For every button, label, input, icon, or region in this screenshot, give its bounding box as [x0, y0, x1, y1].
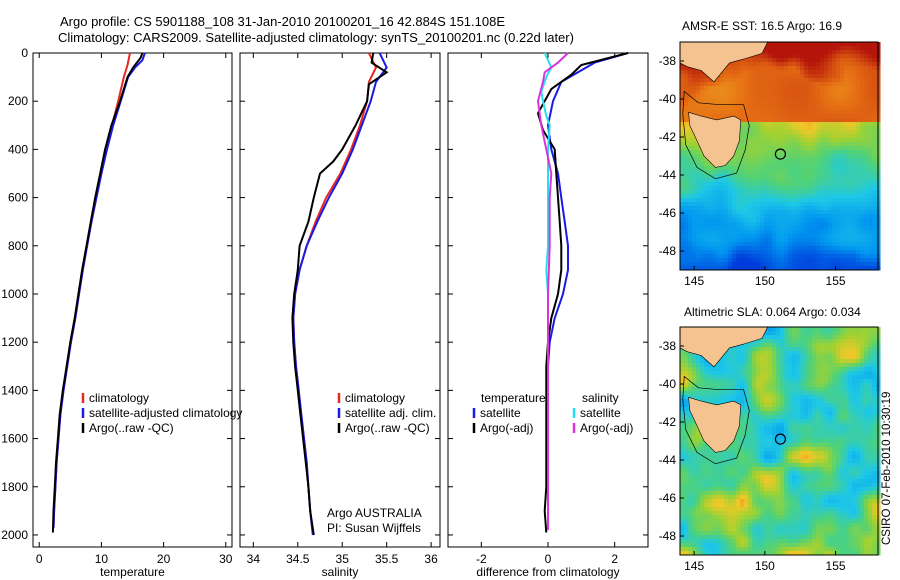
y-tick-label: 1200	[1, 335, 28, 349]
legend-temp-argo-label: Argo(-adj)	[480, 421, 533, 435]
map-frame	[679, 41, 879, 271]
map-y-tick-label: -38	[659, 54, 677, 68]
sst-map	[679, 41, 881, 271]
y-tick-label: 400	[8, 142, 28, 156]
tasmania	[688, 396, 742, 453]
x-tick-label: 34	[247, 552, 261, 566]
map-y-tick-label: -48	[659, 529, 677, 543]
sst-map-title: AMSR-E SST: 16.5 Argo: 16.9	[682, 19, 843, 33]
map-y-tick-label: -40	[659, 377, 677, 391]
x-axis-label: temperature	[100, 565, 165, 579]
annotation-pi-name: PI: Susan Wijffels	[327, 521, 421, 535]
y-tick-label: 2000	[1, 528, 28, 542]
y-tick-label: 600	[8, 191, 28, 205]
y-tick-label: 1400	[1, 383, 28, 397]
y-tick-label: 800	[8, 239, 28, 253]
x-tick-label: 36	[424, 552, 438, 566]
map-y-tick-label: -42	[659, 130, 677, 144]
map-x-tick-label: 155	[826, 559, 846, 573]
legend-argo-label: Argo(..raw -QC)	[345, 421, 430, 435]
x-tick-label: 35.5	[375, 552, 399, 566]
y-tick-label: 1800	[1, 480, 28, 494]
depth-contour	[682, 375, 750, 465]
x-tick-label: 30	[219, 552, 233, 566]
series-line	[536, 52, 629, 533]
x-axis-label: salinity	[322, 565, 359, 579]
x-axis-label: difference from climatology	[476, 565, 619, 579]
legend-sal-argo-label: Argo(-adj)	[580, 421, 633, 435]
map-x-tick-label: 150	[755, 274, 775, 288]
argo-float-marker-icon	[774, 148, 787, 160]
map-y-tick-label: -42	[659, 415, 677, 429]
legend-temp-satellite-label: satellite	[480, 406, 521, 420]
map-y-tick-label: -44	[659, 453, 677, 467]
x-tick-label: 0	[545, 552, 552, 566]
sla-map-title: Altimetric SLA: 0.064 Argo: 0.034	[684, 305, 861, 319]
mainland-australia	[679, 41, 769, 83]
figure-title-line-1: Argo profile: CS 5901188_108 31-Jan-2010…	[60, 14, 506, 29]
mainland-australia	[679, 326, 769, 368]
map-y-tick-label: -40	[659, 92, 677, 106]
map-x-tick-label: 145	[684, 274, 704, 288]
series-line	[536, 52, 569, 531]
tasmania	[688, 111, 742, 168]
x-tick-label: 2	[611, 552, 618, 566]
legend-argo-label: Argo(..raw -QC)	[89, 421, 174, 435]
legend-satellite-adj-label: satellite adj. clim.	[345, 406, 436, 420]
figure-title-line-2: Climatology: CARS2009. Satellite-adjuste…	[58, 30, 574, 45]
map-x-tick-label: 150	[755, 559, 775, 573]
x-tick-label: -2	[476, 552, 487, 566]
map-y-tick-label: -44	[659, 168, 677, 182]
legend-climatology-label: climatology	[345, 391, 405, 405]
x-tick-label: 10	[95, 552, 109, 566]
x-tick-label: 35	[336, 552, 350, 566]
map-frame	[679, 326, 879, 556]
legend-climatology-label: climatology	[89, 391, 149, 405]
legend-sal-satellite-label: satellite	[580, 406, 621, 420]
annotation-argo-australia: Argo AUSTRALIA	[327, 506, 422, 520]
map-y-tick-label: -46	[659, 491, 677, 505]
profile-panel-frame	[32, 52, 233, 548]
x-tick-label: 20	[157, 552, 171, 566]
series-line	[291, 52, 389, 536]
legend-salinity-heading: salinity	[582, 391, 619, 405]
argo-float-marker-icon	[774, 433, 787, 445]
series-line	[51, 52, 144, 533]
y-tick-label: 1000	[1, 287, 28, 301]
profile-panel-frame	[239, 52, 441, 548]
map-x-tick-label: 145	[684, 559, 704, 573]
map-y-tick-label: -46	[659, 206, 677, 220]
map-x-tick-label: 155	[826, 274, 846, 288]
map-y-tick-label: -38	[659, 339, 677, 353]
depth-contour	[682, 90, 750, 180]
x-tick-label: 0	[36, 552, 43, 566]
legend-temperature-heading: temperature	[481, 391, 546, 405]
y-tick-label: 0	[21, 46, 28, 60]
sla-map	[679, 326, 881, 556]
legend-satellite-adjusted-label: satellite-adjusted climatology	[89, 406, 242, 420]
map-y-tick-label: -48	[659, 244, 677, 258]
y-tick-label: 1600	[1, 432, 28, 446]
y-tick-label: 200	[8, 94, 28, 108]
x-tick-label: 34.5	[286, 552, 310, 566]
